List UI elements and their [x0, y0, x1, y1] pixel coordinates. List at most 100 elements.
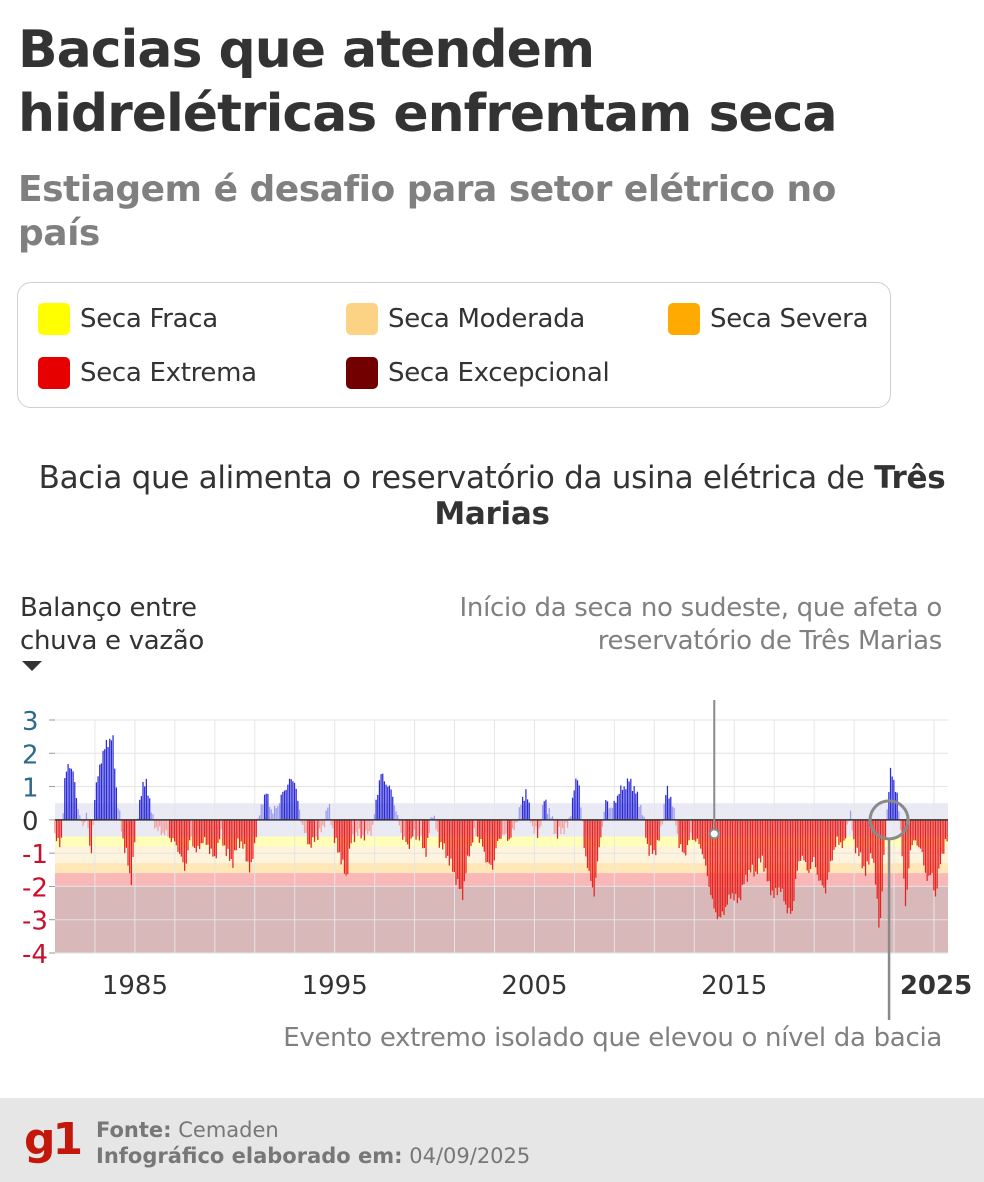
- data-bar: [660, 819, 662, 827]
- data-bar: [362, 819, 364, 836]
- data-bar: [497, 819, 499, 842]
- data-bar: [934, 819, 937, 897]
- data-bar: [844, 819, 847, 839]
- data-bar: [465, 819, 467, 874]
- data-bar: [137, 818, 139, 820]
- data-bar: [520, 804, 522, 820]
- footer: g1 Fonte: Cemaden Infográfico elaborado …: [0, 1098, 984, 1182]
- data-bar: [881, 819, 883, 892]
- data-bar: [730, 819, 732, 899]
- data-bar: [342, 819, 344, 860]
- data-bar: [382, 773, 384, 820]
- data-bar: [107, 747, 109, 820]
- data-bar: [593, 819, 595, 897]
- data-bar: [924, 819, 927, 873]
- data-bar: [190, 819, 192, 837]
- data-bar: [312, 819, 314, 838]
- data-bar: [648, 819, 650, 856]
- data-bar: [230, 819, 232, 859]
- data-bar: [560, 819, 562, 835]
- data-bar: [616, 795, 619, 820]
- data-bar: [756, 819, 758, 875]
- data-bar: [680, 819, 682, 845]
- data-bar: [939, 819, 942, 865]
- data-bar: [207, 819, 209, 845]
- data-bar: [530, 819, 532, 823]
- footer-date-key: Infográfico elaborado em:: [96, 1144, 403, 1168]
- data-bar: [180, 819, 182, 857]
- data-bar: [452, 819, 454, 872]
- data-bar: [222, 819, 224, 846]
- data-bar: [646, 819, 649, 844]
- data-bar: [535, 819, 537, 827]
- data-bar: [340, 819, 342, 865]
- data-bar: [884, 819, 887, 840]
- data-bar: [873, 819, 875, 863]
- data-bar: [134, 819, 136, 843]
- footer-source-key: Fonte:: [96, 1118, 172, 1142]
- data-bar: [933, 819, 935, 891]
- data-bar: [442, 819, 444, 850]
- data-bar: [610, 807, 612, 820]
- data-bar: [308, 819, 311, 845]
- data-bar: [197, 819, 199, 846]
- data-bar: [185, 819, 187, 864]
- data-bar: [685, 819, 687, 856]
- data-bar: [498, 819, 500, 839]
- data-bar: [543, 801, 545, 820]
- data-bar: [889, 767, 892, 820]
- data-bar: [591, 819, 594, 888]
- data-bar: [377, 794, 379, 820]
- data-bar: [167, 819, 169, 837]
- data-bar: [628, 781, 630, 820]
- data-bar: [370, 819, 372, 836]
- legend-item-seca-excepcional: Seca Excepcional: [346, 356, 610, 390]
- data-bar: [372, 819, 374, 825]
- data-bar: [395, 811, 397, 820]
- data-bar: [482, 819, 484, 847]
- data-bar: [450, 819, 452, 859]
- data-bar: [99, 764, 101, 820]
- data-bar: [70, 768, 73, 820]
- data-bar: [715, 819, 717, 913]
- data-bar: [888, 792, 890, 820]
- data-bar: [566, 819, 569, 828]
- page-subtitle: Estiagem é desafio para setor elétrico n…: [18, 169, 836, 254]
- data-bar: [508, 819, 510, 840]
- data-bar: [170, 819, 172, 843]
- data-bar: [814, 819, 817, 868]
- legend-label: Seca Moderada: [388, 304, 585, 334]
- data-bar: [868, 819, 870, 865]
- data-bar: [435, 819, 437, 830]
- data-bar: [253, 819, 256, 844]
- data-bar: [433, 815, 435, 820]
- data-bar: [640, 804, 642, 820]
- data-bar: [273, 805, 276, 820]
- data-bar: [500, 819, 502, 839]
- data-bar: [791, 819, 793, 911]
- data-bar: [926, 819, 928, 881]
- data-bar: [678, 819, 680, 849]
- data-bar: [701, 819, 704, 855]
- data-bar: [237, 819, 239, 839]
- data-bar: [262, 804, 264, 820]
- data-bar: [288, 778, 291, 820]
- data-bar: [192, 819, 194, 847]
- data-bar: [946, 819, 948, 842]
- legend-swatch: [346, 303, 378, 335]
- data-bar: [67, 764, 69, 820]
- data-bar: [696, 819, 699, 839]
- data-bar: [367, 819, 369, 835]
- footer-date: Infográfico elaborado em: 04/09/2025: [96, 1144, 530, 1168]
- data-bar: [721, 819, 724, 912]
- data-bar: [511, 819, 514, 829]
- data-bar: [611, 808, 614, 820]
- bar-chart: 32 10-1-2 -3-4 1985 1995 2005 2015 2025: [22, 700, 972, 1020]
- legend-label: Seca Extrema: [80, 358, 257, 388]
- legend-label: Seca Severa: [710, 304, 869, 334]
- data-bar: [641, 815, 644, 820]
- data-bar: [803, 819, 805, 861]
- data-bar: [866, 819, 868, 862]
- data-bar: [293, 782, 296, 820]
- data-bar: [824, 819, 827, 894]
